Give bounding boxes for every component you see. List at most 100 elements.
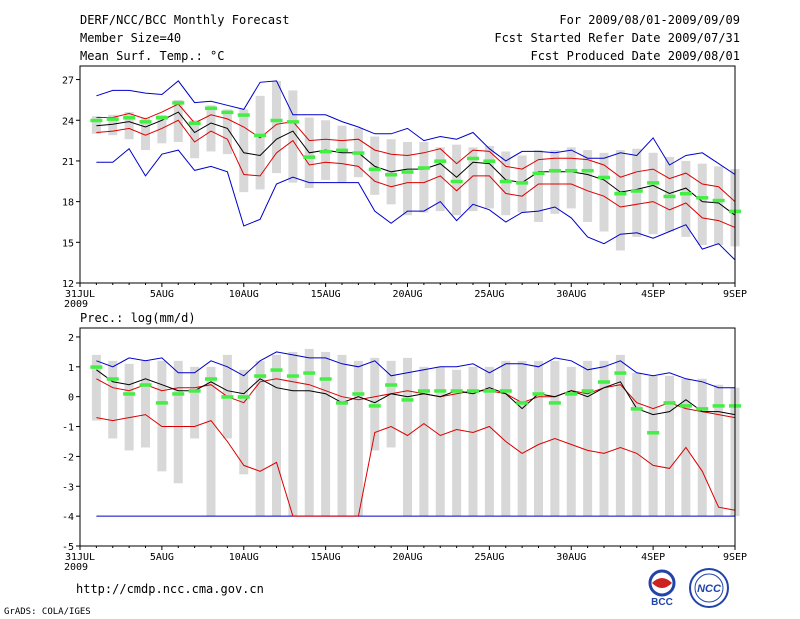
ensemble-box [255,360,265,517]
x-tick-label: 31JUL [65,289,95,300]
ensemble-box [272,354,281,517]
x-tick-label: 15AUG [311,289,341,300]
ensemble-box [337,125,347,183]
ensemble-box [321,351,331,517]
median-marker [221,110,234,115]
median-marker [237,395,250,399]
ensemble-box [583,360,593,517]
ensemble-box [288,90,298,183]
median-marker [172,392,185,396]
median-marker [417,389,430,393]
ensemble-box [239,369,249,475]
median-marker [483,159,496,163]
website-url[interactable]: http://cmdp.ncc.cma.gov.cn [76,582,264,596]
grads-credit: GrADS: COLA/IGES [4,607,91,617]
mean-minus-std-line [96,119,736,228]
ensemble-box [403,357,412,517]
median-marker [319,149,332,154]
y-tick-label: 1 [68,363,74,374]
ensemble-box [583,150,593,222]
ensemble-box [534,360,543,517]
ensemble-box [124,363,134,451]
median-marker [286,374,299,378]
ensemble-box [714,166,724,246]
ensemble-box [353,360,363,517]
ensemble-box [632,372,642,517]
median-marker [205,106,217,111]
median-marker [336,148,348,153]
min-line [96,147,736,261]
precip-panel-title: Prec.: log(mm/d) [80,311,196,325]
ensemble-box [419,366,429,517]
median-marker [565,392,578,396]
ensemble-box [550,150,560,214]
ensemble-box [108,360,118,439]
ensemble-box [141,360,150,448]
median-marker [385,383,398,387]
x-tick-label: 25AUG [474,552,504,563]
mean-plus-std-line [96,103,736,202]
ensemble-box [435,147,445,212]
ensemble-box [714,384,724,517]
median-marker [270,118,283,123]
median-marker [90,118,103,123]
median-marker [467,156,479,161]
median-marker [434,159,447,163]
ensemble-box [697,163,707,246]
median-marker [696,407,709,411]
ensemble-box [419,141,429,213]
ensemble-box [108,114,118,136]
forecast-started-label: Fcst Started Refer Date 2009/07/31 [494,31,740,45]
x-tick-label: 25AUG [474,289,504,300]
x-tick-label: 20AUG [392,552,422,563]
x-tick-label: 9SEP [723,552,747,563]
ensemble-box [665,375,674,517]
ensemble-box [484,146,494,209]
ensemble-box [386,360,396,448]
x-tick-label: 15AUG [311,552,341,563]
ensemble-box [173,360,183,484]
y-tick-label: -2 [62,452,74,463]
median-marker [352,392,365,396]
median-marker [106,377,119,381]
median-marker [434,389,447,393]
ensemble-box [91,354,101,421]
median-marker [630,189,643,193]
median-marker [319,377,332,381]
ensemble-box [206,105,216,152]
y-tick-label: 12 [62,279,74,290]
median-marker [647,431,660,435]
x-tick-label: 4SEP [641,552,665,563]
median-marker [712,404,725,408]
median-marker [679,191,692,196]
median-marker [516,181,529,185]
median-marker [123,392,136,396]
median-marker [663,401,676,405]
ensemble-box [566,147,576,209]
ensemble-box [206,366,216,517]
x-tick-year-label: 2009 [64,562,88,573]
median-marker [467,389,479,393]
x-tick-label: 4SEP [641,289,665,300]
median-marker [155,401,168,405]
median-marker [139,120,152,124]
ensemble-box [517,360,527,517]
x-tick-label: 5AUG [150,552,174,563]
y-tick-label: -5 [62,542,74,553]
ensemble-box [452,369,462,517]
median-marker [532,171,545,176]
ensemble-box [566,366,576,517]
median-marker [712,198,725,203]
y-tick-label: 24 [62,116,74,127]
member-size-label: Member Size=40 [80,31,182,45]
ensemble-box [190,366,200,439]
ensemble-box [632,148,642,237]
median-marker [352,151,365,155]
ensemble-box [599,152,609,232]
ensemble-mean-line [96,369,736,416]
ensemble-box [157,114,167,144]
y-tick-label: -1 [62,423,74,434]
ensemble-box [222,109,232,155]
median-marker [254,133,267,138]
